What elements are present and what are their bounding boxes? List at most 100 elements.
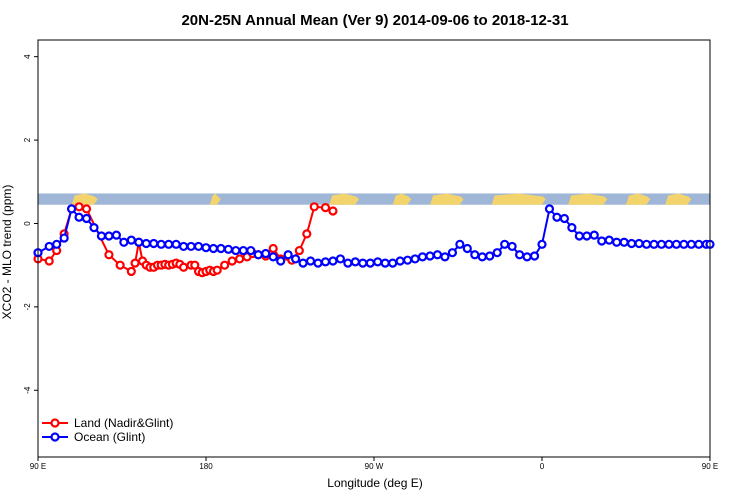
data-point: [432, 250, 443, 260]
data-point: [328, 256, 338, 266]
data-point: [298, 258, 308, 268]
data-point: [179, 262, 189, 272]
y-tick-label: 0: [23, 221, 32, 226]
data-point: [81, 213, 92, 224]
data-point: [507, 241, 517, 252]
map-strip-land-2: [329, 193, 360, 205]
data-point: [235, 254, 245, 264]
data-point: [373, 257, 383, 267]
data-point: [74, 202, 84, 212]
data-point: [335, 254, 345, 264]
data-point: [559, 213, 570, 224]
data-point: [268, 243, 278, 254]
data-point: [403, 255, 413, 265]
data-point: [612, 237, 622, 247]
data-point: [328, 206, 338, 216]
data-point: [671, 239, 682, 249]
data-point: [66, 204, 77, 214]
data-point: [537, 239, 547, 249]
map-strip-land-5: [491, 193, 546, 205]
data-point: [283, 250, 293, 260]
map-strip-land-7: [626, 193, 651, 205]
data-point: [193, 241, 204, 252]
data-point: [276, 256, 286, 266]
data-point: [171, 239, 181, 249]
data-point: [567, 223, 577, 233]
data-point: [130, 258, 140, 268]
data-point: [694, 239, 704, 249]
data-point: [190, 260, 200, 270]
data-point: [425, 251, 435, 261]
data-point: [261, 248, 271, 259]
data-point: [156, 239, 166, 249]
data-point: [477, 252, 487, 262]
data-point: [485, 251, 495, 261]
data-point: [365, 258, 375, 268]
data-point: [44, 256, 54, 266]
data-point: [500, 239, 510, 249]
data-point: [141, 238, 151, 249]
data-point: [634, 238, 644, 249]
x-tick-label: 90 W: [365, 462, 384, 471]
map-strip-land-0: [71, 193, 98, 205]
data-point: [552, 212, 562, 222]
data-point: [470, 250, 480, 260]
map-strip-land-1: [209, 193, 221, 205]
data-point: [126, 266, 136, 277]
chart-title: 20N-25N Annual Mean (Ver 9) 2014-09-06 t…: [181, 12, 568, 29]
data-point: [462, 243, 472, 254]
data-point: [186, 241, 196, 252]
x-axis-ticks: 90 E 180 90 W 0 90 E: [30, 457, 718, 471]
data-point: [216, 243, 226, 254]
data-point: [350, 257, 360, 267]
x-tick-label: 0: [540, 462, 545, 471]
legend-marker: [50, 418, 60, 428]
data-point: [309, 202, 319, 212]
y-tick-label: 4: [23, 54, 32, 59]
data-point: [320, 257, 331, 267]
data-point: [522, 252, 532, 262]
data-point: [231, 245, 241, 256]
legend-label: Ocean (Glint): [74, 430, 145, 444]
data-point: [134, 237, 144, 247]
data-point: [223, 244, 233, 254]
data-point: [597, 236, 607, 246]
data-point: [529, 251, 540, 261]
data-point: [74, 212, 84, 222]
data-point: [268, 252, 278, 262]
y-axis-label: XCO2 - MLO trend (ppm): [0, 185, 14, 320]
data-point: [305, 256, 316, 266]
x-axis-label: Longitude (deg E): [327, 476, 422, 490]
data-point: [89, 223, 99, 233]
data-point: [104, 231, 114, 241]
data-point: [291, 254, 301, 264]
data-point: [455, 239, 465, 249]
series-layer: [33, 202, 715, 278]
legend-label: Land (Nadir&Glint): [74, 416, 173, 430]
data-point: [212, 265, 222, 275]
y-axis-ticks: 4 2 0 -2 -4: [23, 54, 38, 394]
data-point: [126, 235, 136, 245]
data-point: [253, 250, 263, 260]
data-point: [44, 241, 54, 252]
map-strip-land-8: [665, 193, 692, 205]
data-point: [641, 239, 652, 249]
data-point: [294, 245, 304, 256]
data-point: [649, 239, 659, 249]
series-1: [33, 204, 715, 268]
data-point: [320, 203, 331, 213]
data-point: [115, 260, 125, 270]
data-point: [619, 237, 629, 247]
x-tick-label: 180: [199, 462, 213, 471]
data-point: [358, 258, 368, 268]
data-point: [246, 245, 256, 256]
data-point: [52, 239, 62, 249]
y-tick-label: -2: [23, 303, 32, 311]
y-tick-label: 2: [23, 137, 32, 142]
data-point: [514, 250, 525, 260]
data-point: [149, 238, 159, 249]
data-point: [81, 204, 92, 214]
data-point: [227, 256, 237, 266]
